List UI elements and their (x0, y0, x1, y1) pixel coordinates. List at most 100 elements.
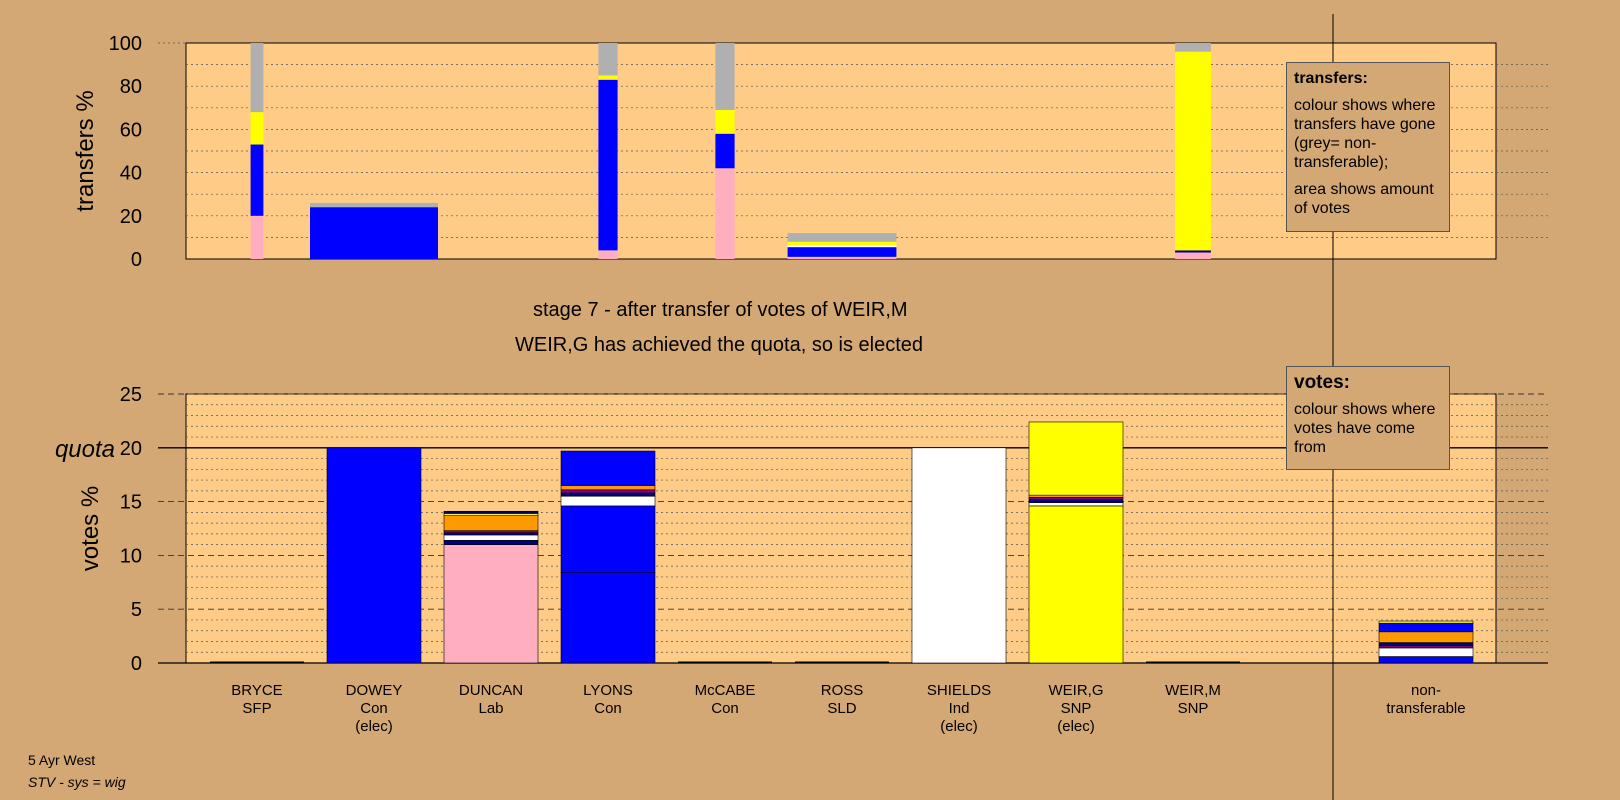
transfer-bar-segment (250, 43, 264, 113)
candidate-label-line: McCABE (695, 682, 756, 699)
transfer-bar-segment (310, 207, 438, 259)
transfer-bar-segment (715, 133, 735, 169)
vote-bar-segment (560, 495, 656, 507)
transfer-bar-segment (250, 112, 264, 145)
votes-ytick-label: 0 (131, 653, 142, 675)
nontransferable-bar-segment (1378, 631, 1474, 643)
transfer-bar-segment (787, 247, 897, 257)
transfer-bar-segment (598, 75, 618, 80)
stage-subtitle: WEIR,G has achieved the quota, so is ele… (515, 334, 923, 356)
vote-bar-segment (443, 513, 539, 516)
transfer-bar-segment (1175, 43, 1211, 52)
candidate-label-line: Con (594, 700, 622, 717)
candidate-label-line: SNP (1061, 700, 1092, 717)
votes-ylabel: votes % (77, 486, 104, 571)
vote-bar-segment (560, 485, 656, 491)
vote-bar-segment (560, 572, 656, 664)
nontransferable-label-line: transferable (1386, 700, 1465, 717)
vote-bar-segment (1028, 499, 1124, 503)
nontransferable-bar-segment (1378, 656, 1474, 664)
transfers-ytick-label: 100 (109, 33, 142, 55)
votes-legend: votes: colour shows where votes have com… (1286, 366, 1450, 470)
transfer-bar-segment (310, 202, 438, 208)
transfer-bar-segment (1175, 51, 1211, 251)
vote-bar-segment (560, 489, 656, 494)
vote-bar-segment (1028, 505, 1124, 664)
votes-legend-line1: colour shows where votes have come from (1294, 401, 1436, 456)
vote-bar-segment (443, 530, 539, 534)
transfers-ytick-label: 0 (131, 249, 142, 271)
candidate-label-line: WEIR,M (1165, 682, 1221, 699)
vote-bar-segment (443, 544, 539, 664)
vote-bar-segment (1028, 494, 1124, 498)
candidate-label: DOWEY Con (elec) (346, 682, 403, 735)
candidate-label-line: DUNCAN (459, 682, 523, 699)
vote-bar-segment (443, 510, 539, 514)
candidate-label: LYONS Con (583, 682, 633, 717)
transfer-bar-segment (598, 79, 618, 251)
transfer-bar-segment (1175, 250, 1211, 253)
nontransferable-label: non-transferable (1386, 682, 1465, 717)
candidate-label-line: SHIELDS (927, 682, 991, 699)
transfer-bar-segment (598, 250, 618, 259)
vote-bar-segment (560, 505, 656, 573)
vote-bar-segment (560, 492, 656, 497)
votes-ytick-label: 20 (120, 438, 142, 460)
candidate-label: McCABE Con (695, 682, 756, 717)
transfer-bar-segment (787, 244, 897, 248)
candidate-label-line: Lab (478, 700, 503, 717)
candidate-label: BRYCE SFP (231, 682, 282, 717)
nontransferable-bar-segment (1378, 620, 1474, 624)
footer-constituency: 5 Ayr West (28, 752, 96, 768)
vote-bar-segment (326, 447, 422, 664)
candidate-label-line: (elec) (355, 718, 393, 735)
transfers-ytick-label: 40 (120, 163, 142, 185)
votes-legend-heading: votes: (1294, 372, 1350, 393)
vote-bar-segment (1028, 502, 1124, 507)
candidate-label: ROSS SLD (821, 682, 864, 717)
quota-label: quota (55, 436, 115, 463)
transfer-bar-segment (715, 109, 735, 134)
vote-bar-segment (443, 532, 539, 536)
candidate-label-line: SNP (1178, 700, 1209, 717)
transfers-legend-line2: area shows amount of votes (1294, 181, 1434, 217)
vote-bar-segment (911, 447, 1007, 664)
transfer-bar-segment (715, 168, 735, 259)
transfers-legend-line1: colour shows where transfers have gone (… (1294, 97, 1436, 171)
transfer-bar-segment (715, 43, 735, 110)
transfers-legend: transfers: colour shows where transfers … (1286, 62, 1450, 232)
vote-bar-segment (443, 540, 539, 545)
footer-system: STV - sys = wig (28, 774, 126, 790)
candidate-label: WEIR,G SNP (elec) (1049, 682, 1104, 735)
candidate-label-line: LYONS (583, 682, 633, 699)
candidate-label-line: Con (360, 700, 388, 717)
stage-title: stage 7 - after transfer of votes of WEI… (533, 299, 908, 321)
nontransferable-label-line: non- (1411, 682, 1441, 699)
candidate-label-line: (elec) (940, 718, 978, 735)
vote-bar-segment (1028, 421, 1124, 496)
candidate-label-line: SFP (242, 700, 271, 717)
votes-ytick-label: 15 (120, 492, 142, 514)
transfers-ylabel: transfers % (72, 90, 99, 211)
vote-bar-segment (443, 515, 539, 531)
votes-ytick-label: 5 (131, 599, 142, 621)
candidate-label-line: BRYCE (231, 682, 282, 699)
vote-bar-segment (560, 450, 656, 486)
nontransferable-bar-segment (1378, 642, 1474, 647)
candidate-label: WEIR,M SNP (1165, 682, 1221, 717)
nontransferable-bar-segment (1378, 622, 1474, 633)
nontransferable-bar-segment (1378, 645, 1474, 649)
candidate-label-line: SLD (827, 700, 856, 717)
transfers-ytick-label: 60 (120, 119, 142, 141)
transfer-bar-segment (787, 256, 897, 259)
transfer-bar-segment (1175, 252, 1211, 259)
votes-ytick-label: 10 (120, 545, 142, 567)
candidate-label: SHIELDS Ind (elec) (927, 682, 991, 735)
transfers-ytick-label: 80 (120, 76, 142, 98)
vote-bar-segment (1028, 496, 1124, 500)
transfer-bar-segment (250, 144, 264, 216)
transfers-ytick-label: 20 (120, 206, 142, 228)
candidate-label-line: ROSS (821, 682, 864, 699)
candidate-label-line: DOWEY (346, 682, 403, 699)
